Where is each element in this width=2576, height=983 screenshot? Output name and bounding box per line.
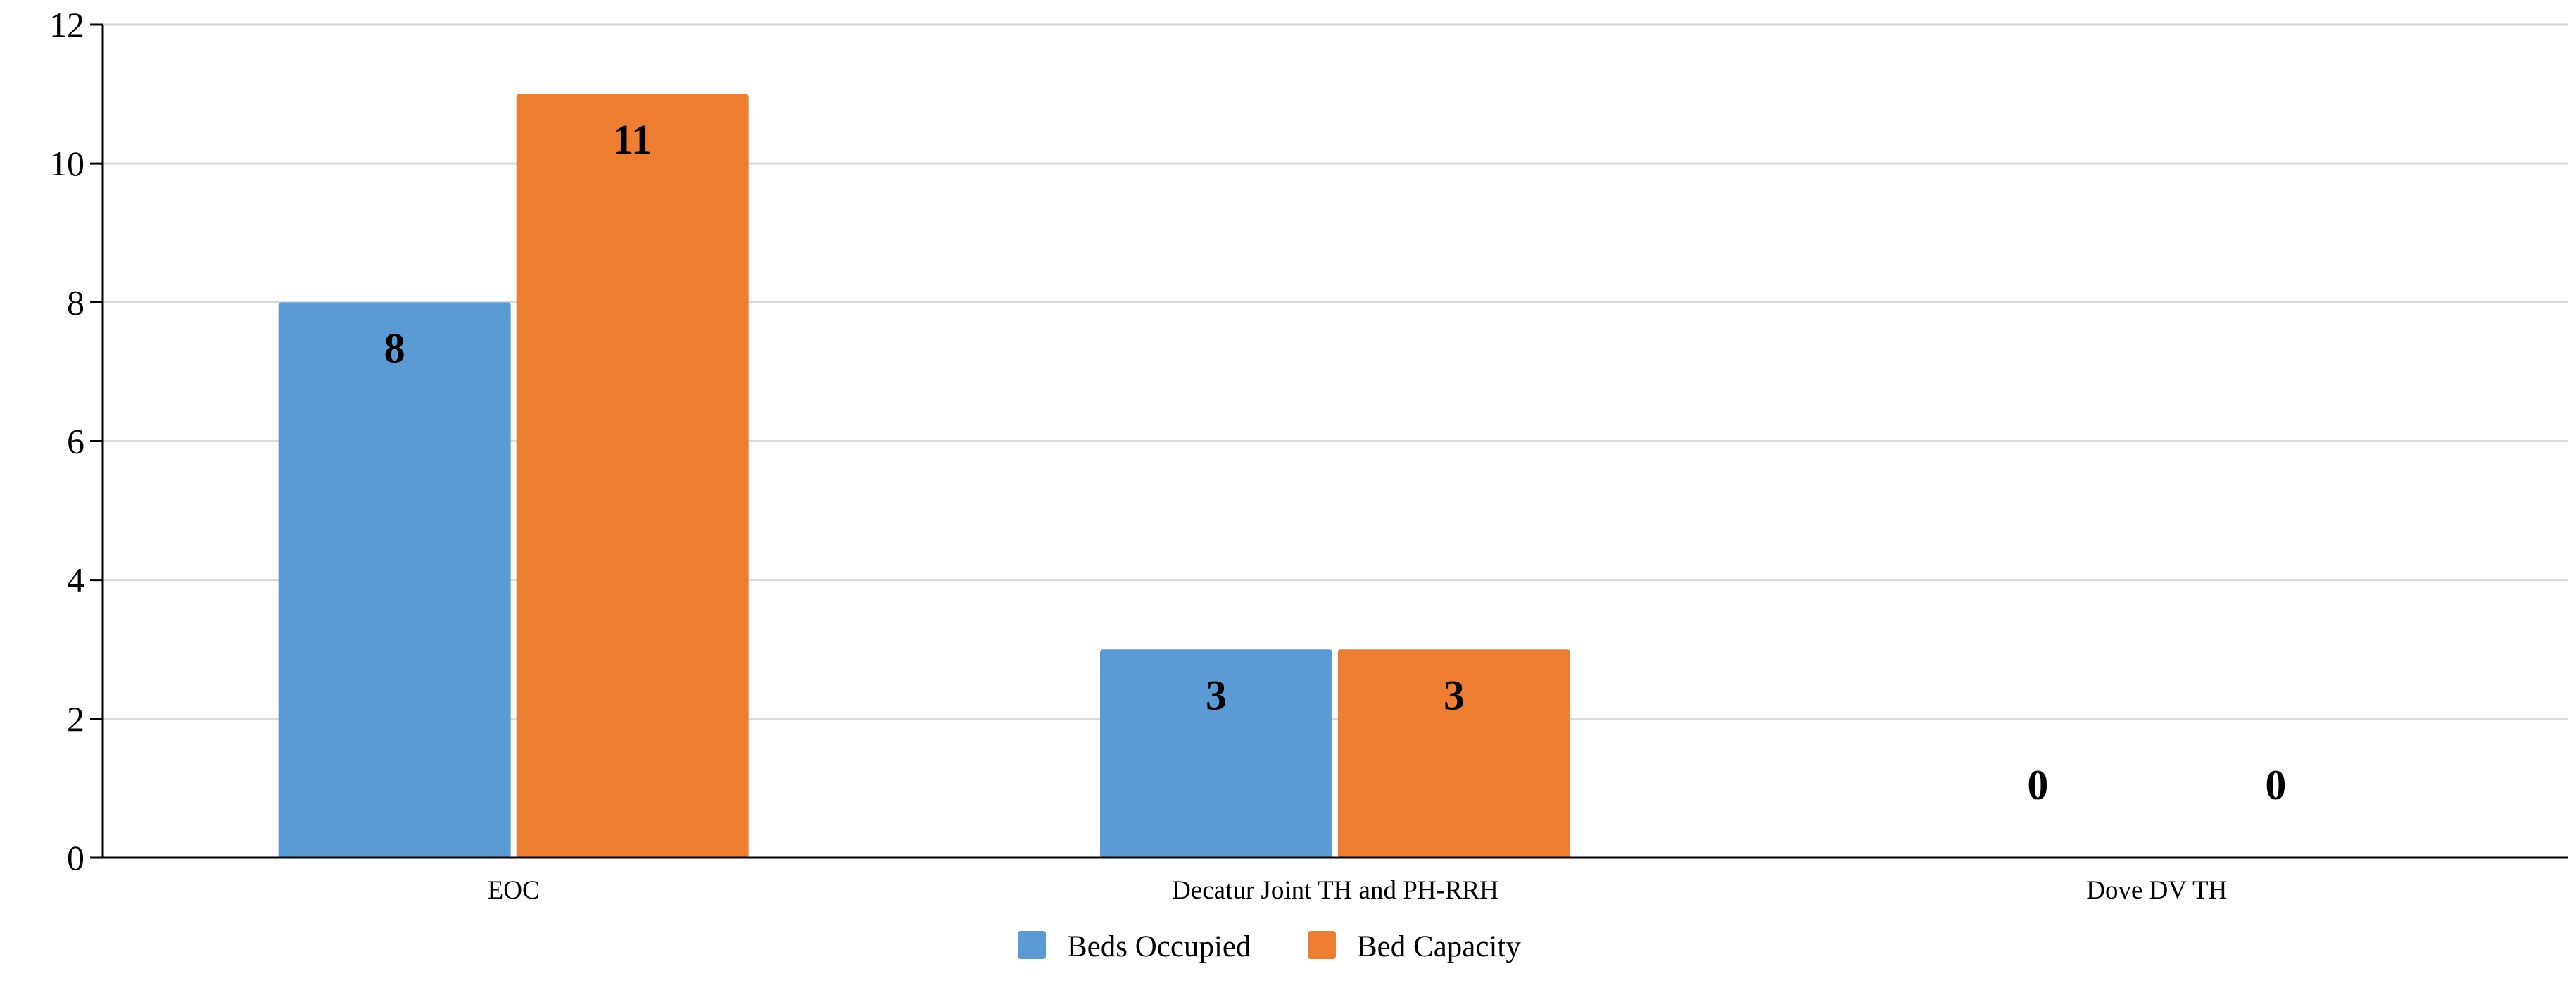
bar-bed-capacity <box>1338 649 1570 858</box>
y-tick-label: 6 <box>67 422 84 461</box>
legend: Beds Occupied Bed Capacity <box>1018 930 1521 963</box>
data-label: 0 <box>2265 762 2286 808</box>
bar-beds-occupied <box>1100 649 1332 858</box>
y-tick-label: 12 <box>49 5 84 44</box>
x-tick-label: Decatur Joint TH and PH-RRH <box>1172 876 1498 905</box>
data-label: 0 <box>2027 762 2048 808</box>
y-tick-label: 8 <box>67 282 84 322</box>
data-label: 3 <box>1444 672 1465 718</box>
data-label: 3 <box>1206 672 1227 718</box>
data-labels: 8 11 3 3 0 0 <box>384 117 2287 808</box>
x-tick-label: EOC <box>488 876 540 905</box>
y-tick-label: 4 <box>67 561 84 600</box>
bar-beds-occupied <box>278 302 511 858</box>
bar-bed-capacity <box>516 94 749 858</box>
legend-label: Bed Capacity <box>1357 930 1521 963</box>
bars <box>278 94 1570 858</box>
gridlines <box>103 23 2568 720</box>
legend-swatch-beds-occupied <box>1018 931 1046 959</box>
y-tick-label: 0 <box>67 838 84 877</box>
data-label: 11 <box>612 117 652 163</box>
y-tick-label: 2 <box>67 699 84 739</box>
y-tick-label: 10 <box>49 144 84 183</box>
legend-swatch-bed-capacity <box>1308 931 1336 959</box>
legend-label: Beds Occupied <box>1067 930 1251 963</box>
axes: 0 2 4 6 8 10 12 EOC Decatur Joint TH and PH-RRH D… <box>49 5 2568 905</box>
x-tick-label: Dove DV TH <box>2086 876 2227 905</box>
data-label: 8 <box>384 325 405 371</box>
